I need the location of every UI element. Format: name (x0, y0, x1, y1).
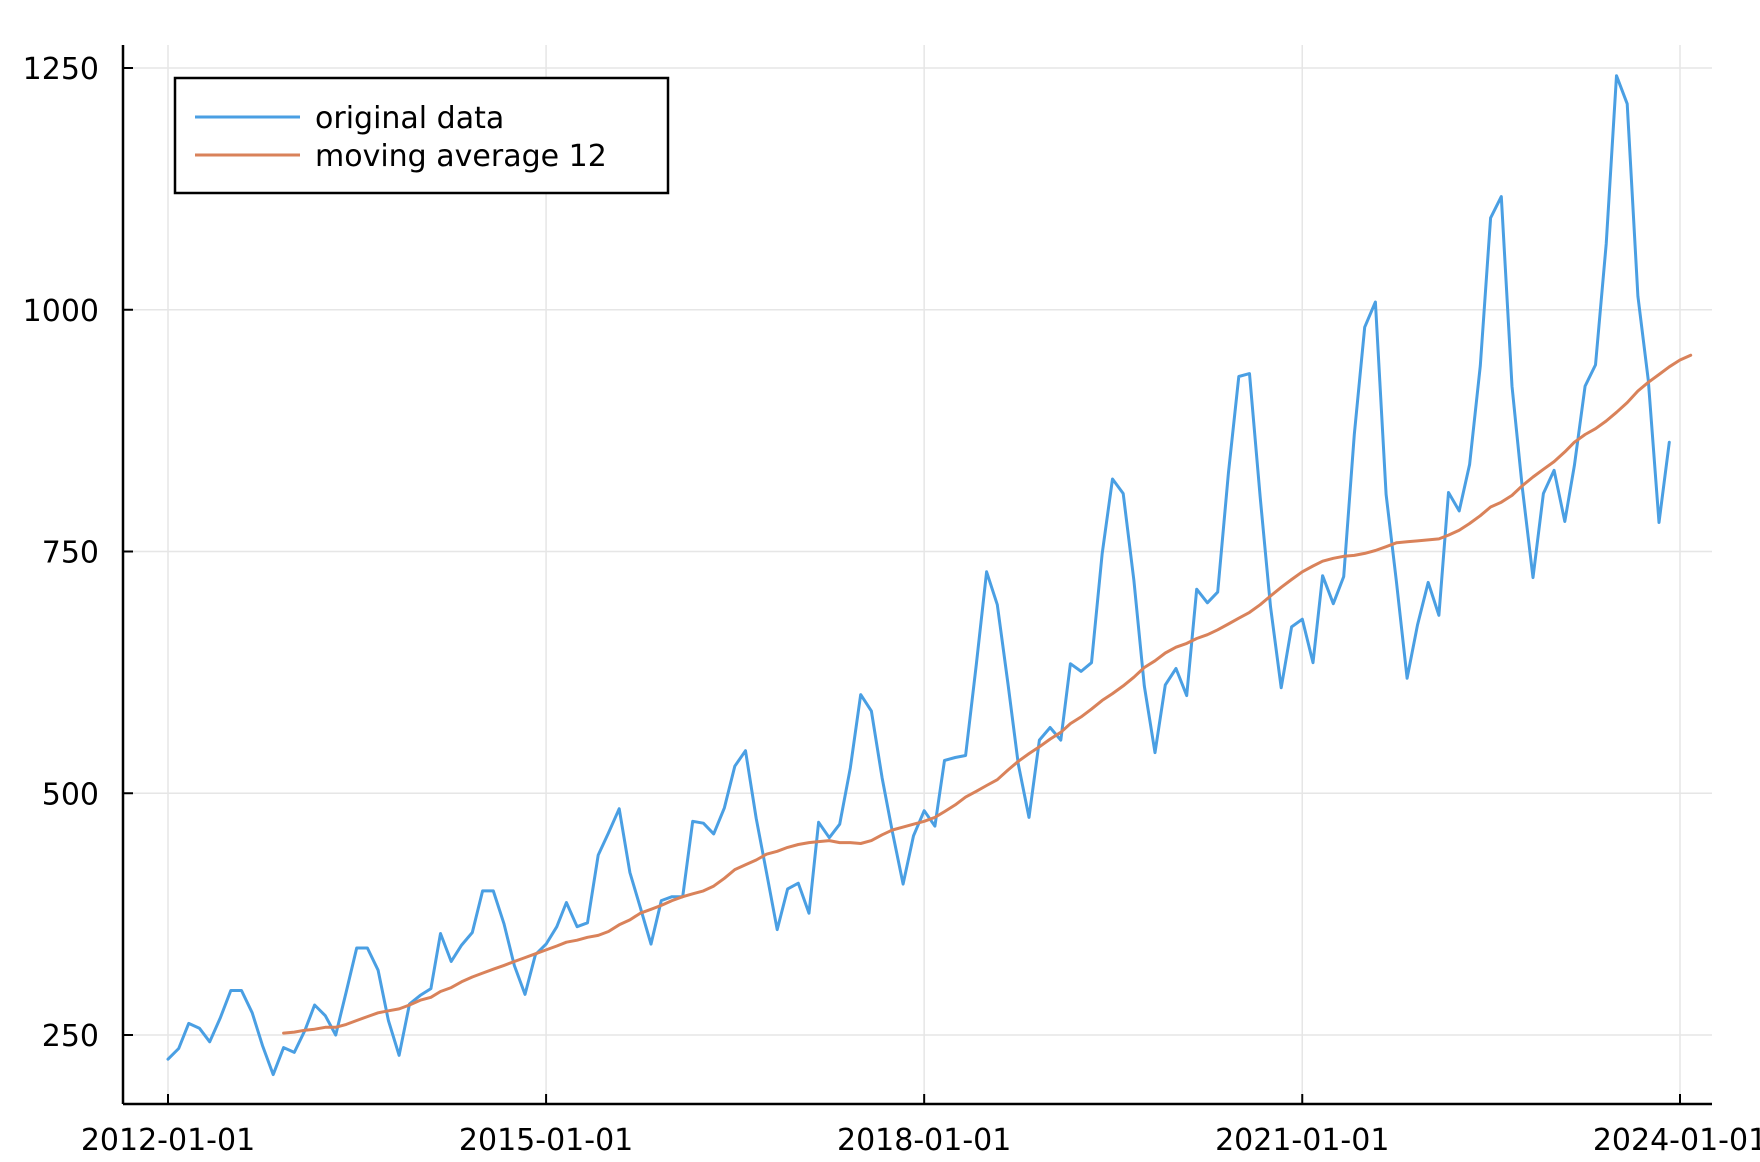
tick-labels: 250 500 750 1000 1250 2012-01-01 2015-01-01 201… (23, 52, 1760, 1158)
series-lines (166, 74, 1693, 1077)
legend-box (173, 76, 670, 195)
series-line-moving-average-12 (282, 353, 1693, 1035)
y-tick-label: 250 (42, 1019, 99, 1054)
x-tick-label: 2018-01-01 (837, 1123, 1011, 1158)
y-tick-label: 750 (42, 536, 99, 571)
legend-label-original-data: original data (315, 101, 504, 136)
y-tick-label: 1000 (23, 294, 99, 329)
y-tick-label: 1250 (23, 52, 99, 87)
x-tick-label: 2024-01-01 (1593, 1123, 1760, 1158)
legend: original data moving average 12 (173, 76, 670, 195)
grid-lines (123, 45, 1712, 1104)
series-line-original-data (166, 74, 1671, 1077)
y-tick-label: 500 (42, 777, 99, 812)
legend-label-moving-average: moving average 12 (315, 139, 607, 174)
x-tick-label: 2012-01-01 (81, 1123, 255, 1158)
x-tick-label: 2021-01-01 (1215, 1123, 1389, 1158)
x-tick-label: 2015-01-01 (459, 1123, 633, 1158)
axes (121, 45, 1712, 1106)
